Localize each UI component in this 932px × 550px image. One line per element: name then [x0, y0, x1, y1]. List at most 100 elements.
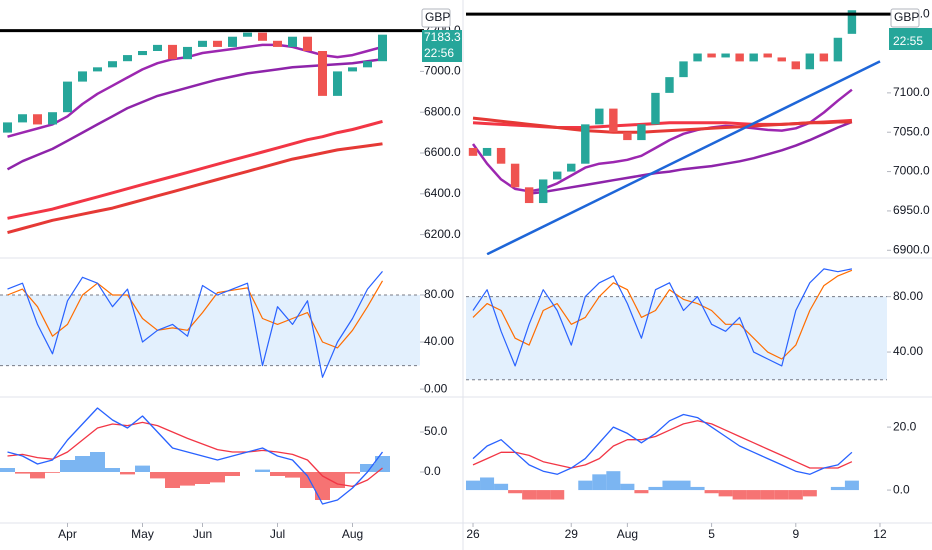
histogram-bar — [760, 490, 775, 500]
candle — [707, 53, 716, 58]
histogram-bar — [15, 472, 30, 474]
histogram-bar — [550, 490, 565, 500]
histogram-bar — [718, 490, 733, 497]
histogram-bar — [522, 490, 537, 500]
histogram-bar — [90, 452, 105, 472]
y-tick-label: 6600.0 — [424, 145, 461, 159]
x-tick-label: 5 — [708, 527, 715, 541]
price-panel — [468, 10, 881, 255]
candle — [48, 112, 57, 125]
line — [7, 271, 383, 378]
x-tick-label: 12 — [873, 527, 887, 541]
y-tick-label: 20.0 — [893, 419, 917, 433]
histogram-bar — [45, 472, 60, 473]
candle — [213, 40, 222, 47]
candle — [651, 92, 660, 125]
histogram-bar — [225, 472, 240, 476]
candle — [123, 55, 132, 62]
histogram-bar — [494, 483, 509, 491]
line — [472, 268, 853, 367]
candle — [33, 114, 42, 125]
histogram-bar — [60, 460, 75, 472]
countdown: 22:55 — [893, 34, 923, 48]
candle — [273, 40, 282, 47]
histogram-bar — [270, 472, 285, 476]
candle — [468, 147, 478, 156]
currency: GBP — [894, 10, 919, 24]
line — [472, 413, 853, 475]
line — [472, 420, 853, 469]
x-tick-label: Jun — [193, 527, 212, 541]
candle — [595, 108, 604, 125]
line — [7, 421, 383, 488]
histogram-bar — [592, 474, 607, 491]
histogram-bar — [285, 472, 300, 478]
histogram-bar — [774, 490, 789, 500]
histogram-bar — [704, 490, 719, 494]
macd-panel — [466, 413, 859, 500]
candle — [108, 61, 117, 68]
currency-box — [421, 8, 451, 28]
histogram-bar — [345, 472, 360, 474]
line — [472, 116, 852, 134]
macd-panel — [0, 407, 390, 505]
candle — [348, 67, 357, 72]
histogram-bar — [120, 472, 135, 475]
currency: GBP — [425, 10, 450, 24]
candle — [3, 122, 12, 133]
candle — [288, 36, 297, 47]
candle — [847, 10, 857, 34]
candle — [318, 51, 327, 96]
histogram-bar — [150, 472, 165, 479]
candle — [183, 46, 192, 60]
time-box — [422, 46, 462, 62]
line — [7, 407, 384, 505]
currency-box — [890, 8, 920, 28]
y-tick-label: 7000.0 — [893, 164, 930, 178]
y-tick-label: 7100.0 — [893, 85, 930, 99]
candle — [538, 179, 548, 204]
countdown: 22:56 — [424, 46, 454, 60]
candle — [138, 51, 147, 56]
histogram-bar — [746, 490, 761, 500]
histogram-bar — [255, 469, 270, 472]
histogram-bar — [662, 480, 677, 491]
candle — [510, 163, 520, 188]
x-tick-label: Aug — [617, 527, 638, 541]
histogram-bar — [508, 490, 523, 494]
histogram-bar — [788, 490, 803, 500]
y-tick-label: 50.0 — [424, 424, 448, 438]
candle — [496, 147, 506, 164]
histogram-bar — [315, 472, 330, 500]
candle — [777, 57, 786, 62]
price-panel — [3, 32, 387, 235]
x-tick-label: Apr — [58, 527, 77, 541]
candle — [679, 61, 688, 78]
candle — [567, 163, 576, 172]
stoch-panel — [0, 271, 420, 378]
line — [471, 88, 853, 193]
candle — [333, 71, 342, 96]
x-tick-label: 9 — [792, 527, 799, 541]
histogram-bar — [330, 472, 345, 488]
histogram-bar — [105, 468, 120, 472]
stoch-panel — [466, 268, 887, 381]
candle — [623, 132, 632, 141]
last-price-box — [422, 30, 462, 46]
histogram-bar — [180, 472, 195, 486]
candle — [637, 124, 646, 141]
time-box — [889, 34, 932, 50]
candle — [198, 40, 207, 47]
line — [7, 280, 384, 349]
histogram-bar — [634, 490, 649, 494]
candle — [524, 187, 534, 204]
candle — [168, 44, 177, 60]
candle — [693, 53, 702, 62]
y-tick-label: 6950.0 — [893, 203, 930, 217]
candle — [482, 147, 492, 156]
y-tick-label: 40.00 — [424, 334, 454, 348]
line — [7, 142, 383, 235]
histogram-bar — [30, 472, 45, 479]
